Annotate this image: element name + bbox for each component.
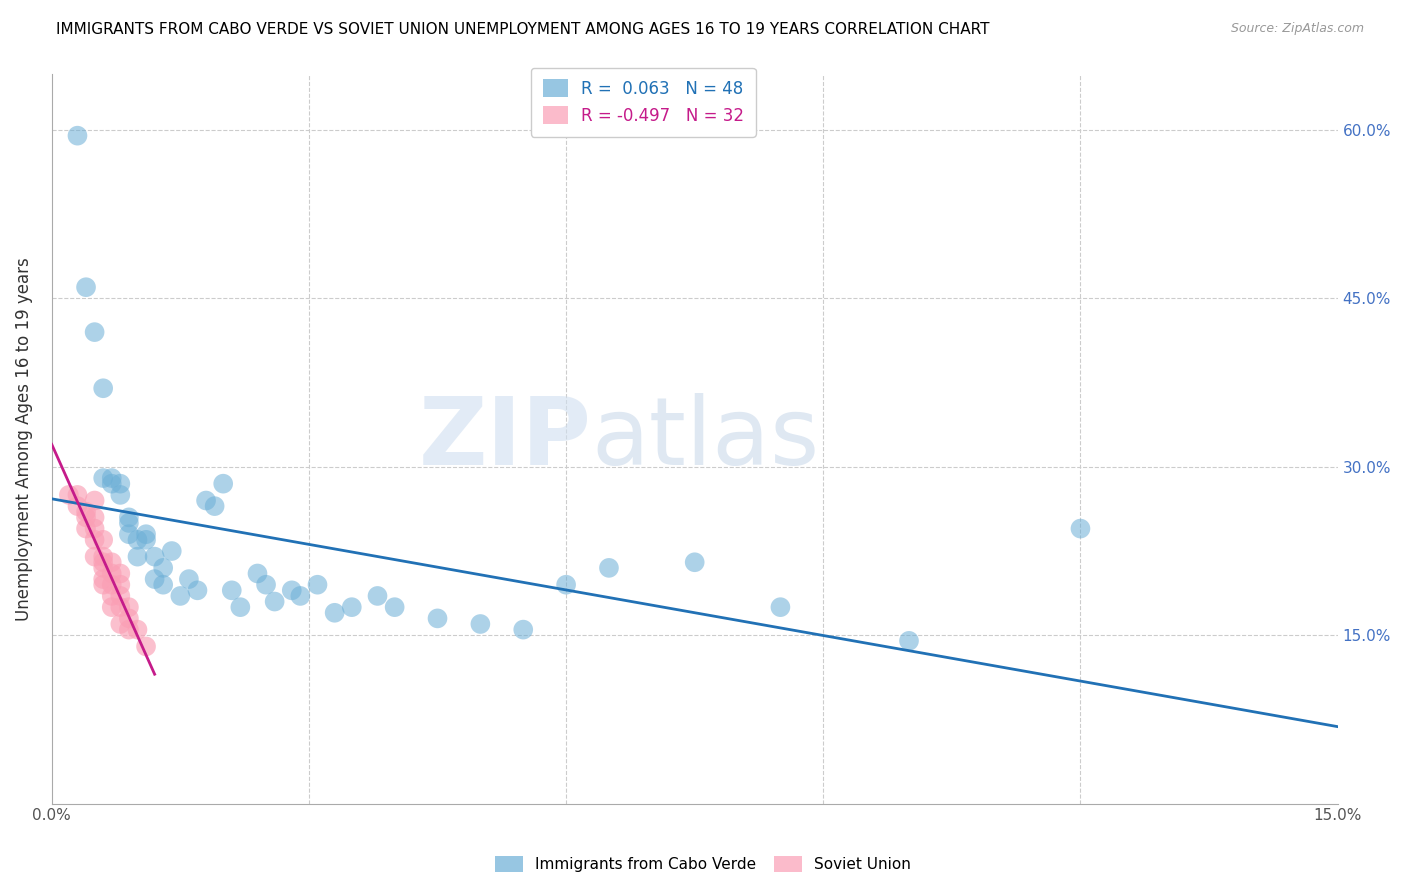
Point [307,578,329,592]
Point [898,633,921,648]
Point [598,561,620,575]
Point [100,471,122,485]
Legend: R =  0.063   N = 48, R = -0.497   N = 32: R = 0.063 N = 48, R = -0.497 N = 32 [531,68,755,136]
Point [127,623,149,637]
Point [229,600,252,615]
Point [384,600,406,615]
Point [555,578,578,592]
Point [66,128,89,143]
Point [254,578,277,592]
Text: IMMIGRANTS FROM CABO VERDE VS SOVIET UNION UNEMPLOYMENT AMONG AGES 16 TO 19 YEAR: IMMIGRANTS FROM CABO VERDE VS SOVIET UNI… [56,22,990,37]
Point [75,280,97,294]
Point [118,623,141,637]
Point [169,589,191,603]
Point [323,606,346,620]
Point [246,566,269,581]
Point [100,600,122,615]
Point [263,594,285,608]
Point [91,549,114,564]
Legend: Immigrants from Cabo Verde, Soviet Union: Immigrants from Cabo Verde, Soviet Union [488,848,918,880]
Point [118,611,141,625]
Point [66,499,89,513]
Point [110,589,132,603]
Point [769,600,792,615]
Point [58,488,80,502]
Point [110,617,132,632]
Point [118,600,141,615]
Point [204,499,226,513]
Point [75,510,97,524]
Point [135,527,157,541]
Point [195,493,218,508]
Point [118,527,141,541]
Y-axis label: Unemployment Among Ages 16 to 19 years: Unemployment Among Ages 16 to 19 years [15,257,32,621]
Point [100,555,122,569]
Point [110,476,132,491]
Point [91,533,114,547]
Point [83,549,105,564]
Point [366,589,388,603]
Point [83,522,105,536]
Point [110,488,132,502]
Text: ZIP: ZIP [419,392,592,484]
Point [127,533,149,547]
Point [340,600,363,615]
Point [110,600,132,615]
Point [91,572,114,586]
Point [100,589,122,603]
Point [143,549,166,564]
Point [100,566,122,581]
Point [683,555,706,569]
Point [91,555,114,569]
Point [177,572,200,586]
Point [83,493,105,508]
Point [186,583,208,598]
Point [91,561,114,575]
Point [426,611,449,625]
Point [118,510,141,524]
Point [66,488,89,502]
Point [212,476,235,491]
Point [135,533,157,547]
Point [152,561,174,575]
Point [91,471,114,485]
Point [152,578,174,592]
Point [100,476,122,491]
Point [290,589,312,603]
Point [83,533,105,547]
Text: Source: ZipAtlas.com: Source: ZipAtlas.com [1230,22,1364,36]
Point [110,578,132,592]
Point [281,583,304,598]
Point [470,617,492,632]
Point [83,510,105,524]
Point [110,566,132,581]
Point [75,522,97,536]
Point [91,578,114,592]
Point [135,640,157,654]
Point [100,578,122,592]
Point [118,516,141,530]
Text: atlas: atlas [592,392,820,484]
Point [127,549,149,564]
Point [512,623,534,637]
Point [221,583,243,598]
Point [143,572,166,586]
Point [1069,522,1091,536]
Point [160,544,183,558]
Point [75,505,97,519]
Point [91,381,114,395]
Point [83,325,105,339]
